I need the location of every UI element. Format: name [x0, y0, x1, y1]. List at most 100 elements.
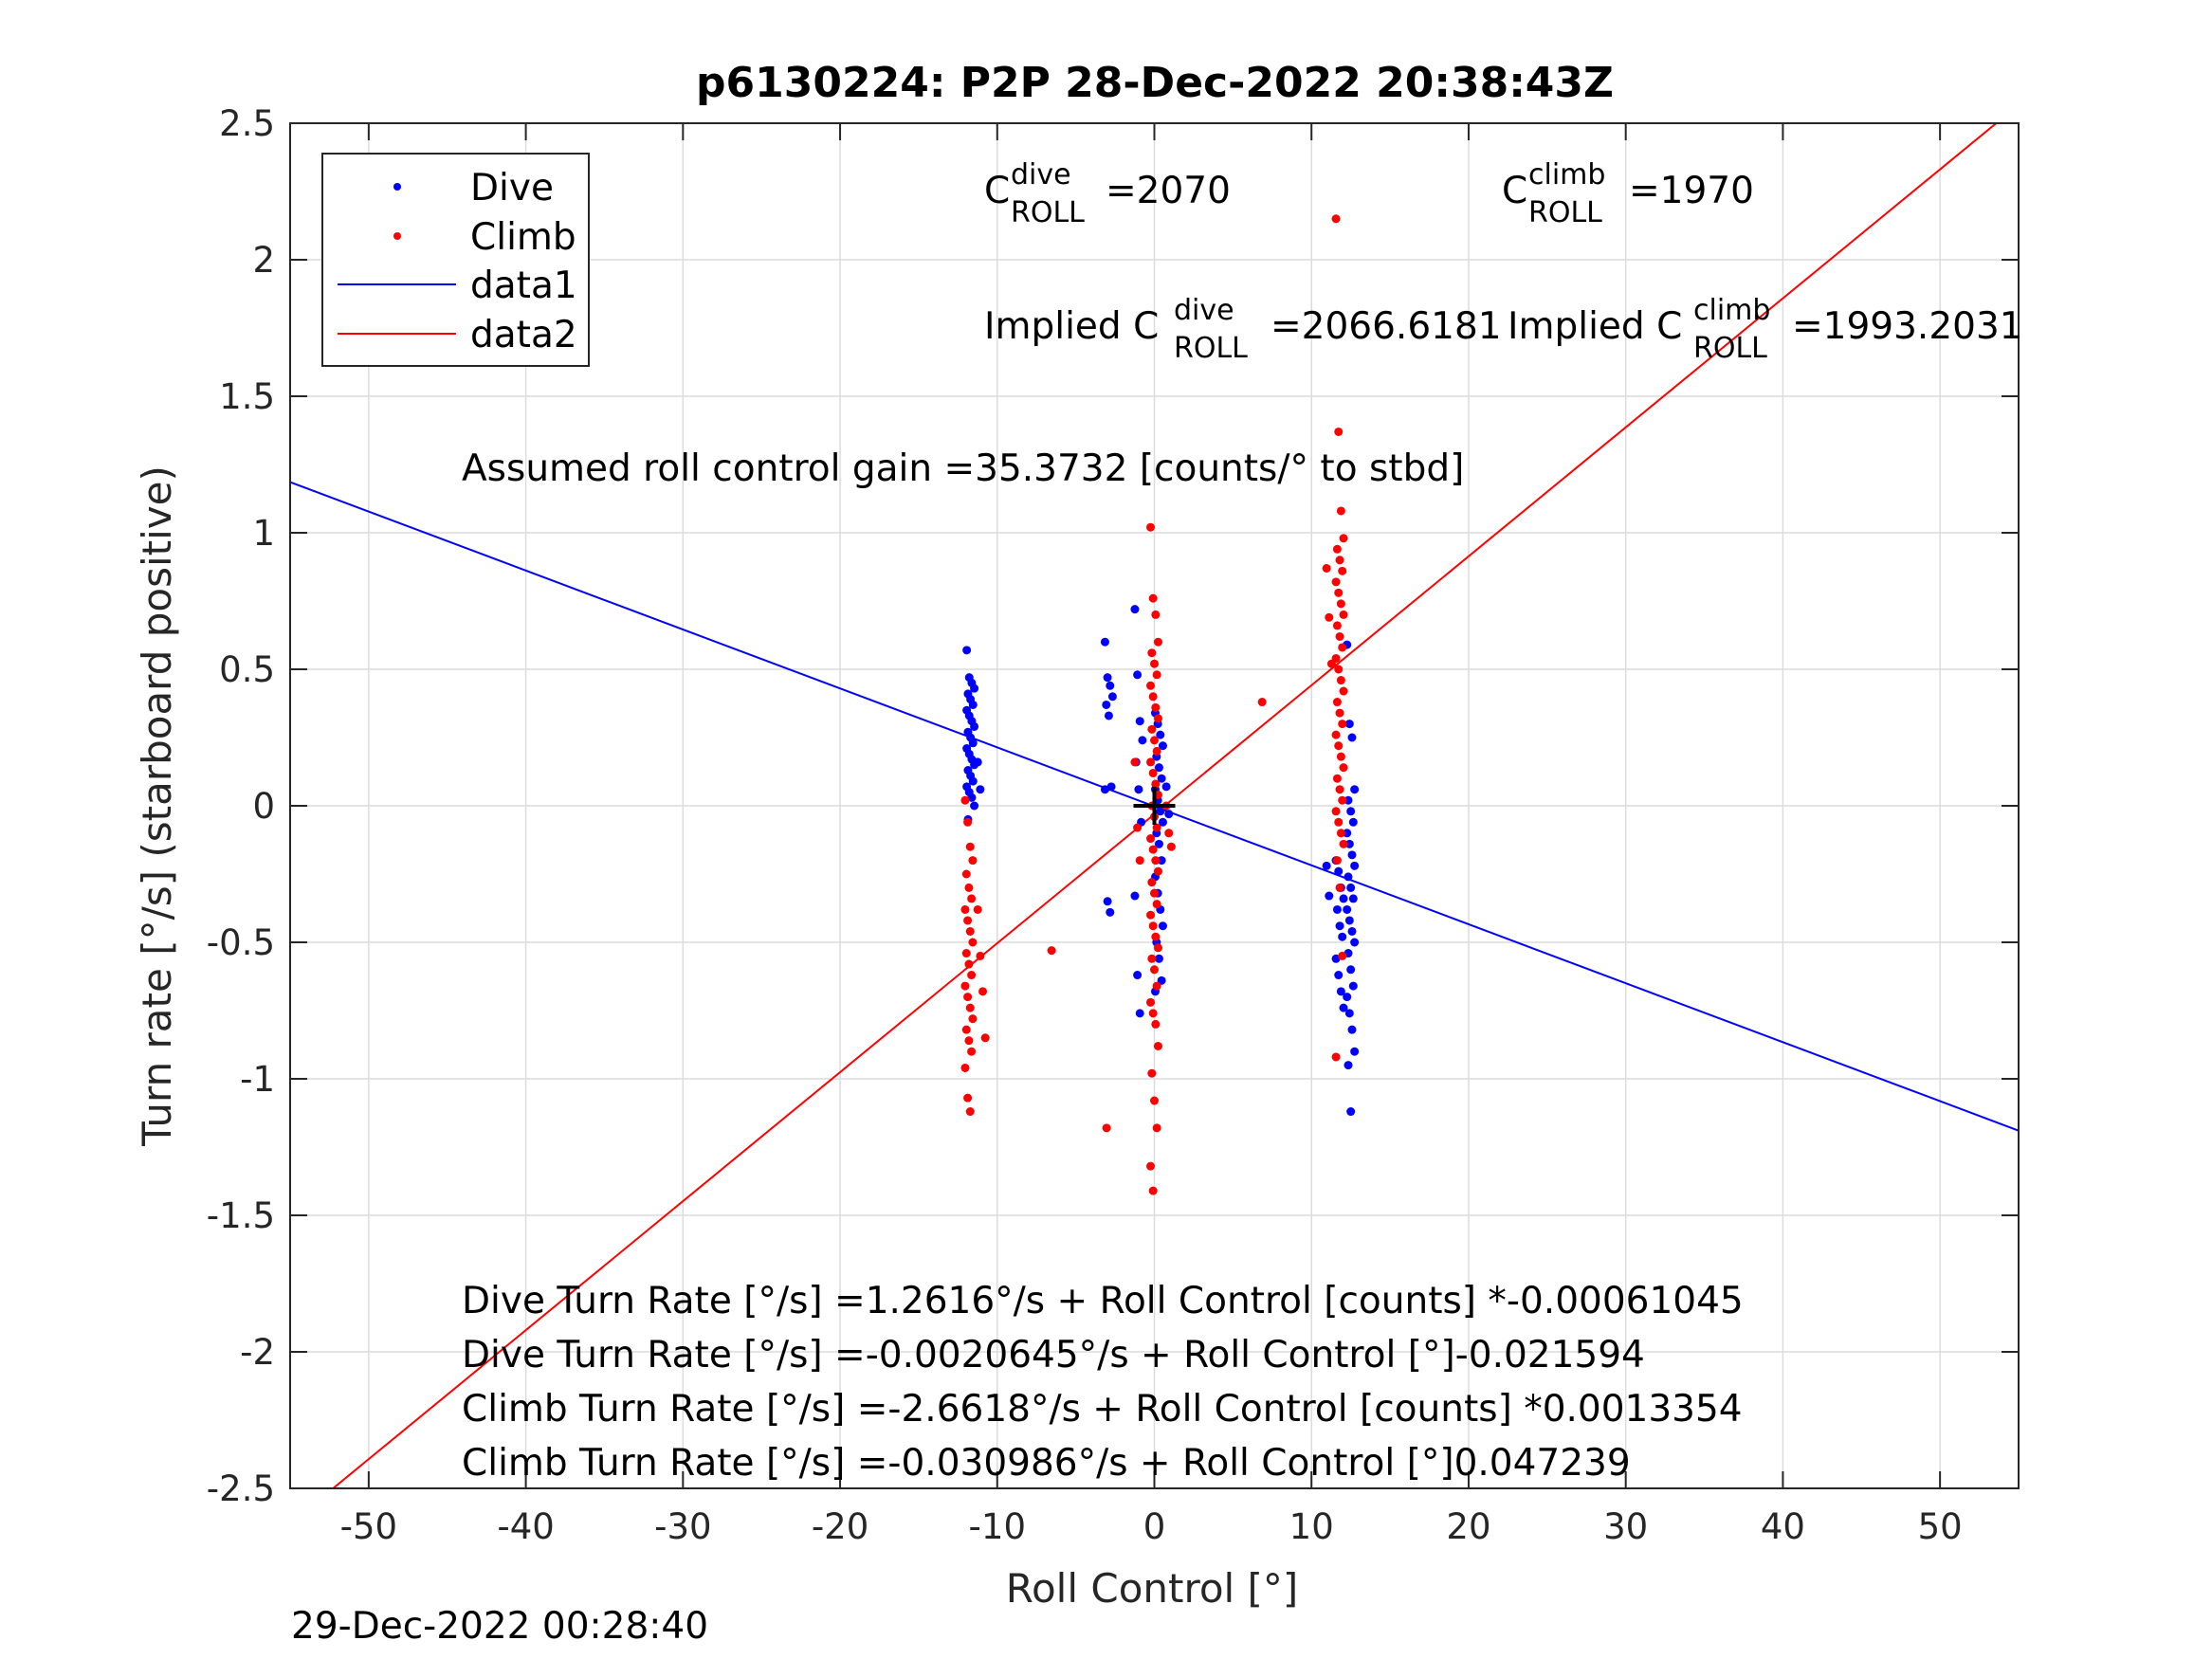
y-tick-label: 2 [252, 240, 275, 281]
dive-point [1343, 829, 1352, 838]
dive-point [1344, 1061, 1353, 1070]
climb-point [1148, 1009, 1158, 1018]
dive-point [1102, 700, 1111, 709]
svg-text:ROLL: ROLL [1174, 332, 1248, 365]
climb-point [965, 842, 975, 851]
dive-point [1106, 907, 1115, 917]
climb-point [1146, 910, 1156, 920]
climb-point [1146, 681, 1156, 690]
climb-point [1152, 746, 1161, 756]
climb-point [1148, 768, 1158, 777]
svg-text:=2066.6181: =2066.6181 [1271, 305, 1502, 348]
dive-point [1154, 763, 1163, 773]
x-tick-label: -40 [497, 1506, 554, 1547]
climb-point [1335, 708, 1344, 718]
climb-point [967, 1047, 977, 1056]
climb-point [1334, 427, 1344, 436]
climb-point [1334, 665, 1344, 674]
dive-point [1348, 894, 1358, 903]
climb-point [1146, 997, 1156, 1007]
equation-dive-counts: Dive Turn Rate [°/s] =1.2616°/s + Roll C… [462, 1280, 1744, 1322]
climb-point [964, 1036, 974, 1046]
dive-point [1350, 1047, 1360, 1056]
y-tick-label: 1 [252, 513, 275, 554]
y-tick-label: -2 [240, 1332, 275, 1373]
climb-point [1332, 856, 1342, 866]
climb-point [1334, 588, 1344, 597]
legend-data1: data1 [470, 264, 577, 307]
climb-point [1147, 724, 1157, 734]
dive-point [1348, 981, 1358, 991]
dive-point [1130, 891, 1140, 901]
climb-point [1332, 544, 1342, 554]
annotation-implied-dive: Implied C dive ROLL =2066.6181 [984, 294, 1502, 365]
dive-point [1346, 965, 1356, 975]
legend-dive-marker [393, 183, 401, 191]
dive-point [1332, 904, 1342, 914]
climb-point [1257, 698, 1267, 707]
climb-point [1339, 763, 1348, 773]
x-tick-label: -30 [654, 1506, 711, 1547]
dive-point [1347, 733, 1357, 742]
svg-text:dive: dive [1174, 294, 1234, 327]
climb-point [1331, 577, 1341, 587]
climb-point [1146, 757, 1156, 767]
y-tick-label: -2.5 [207, 1468, 275, 1509]
climb-point [1148, 845, 1158, 854]
climb-point [1150, 736, 1159, 745]
climb-point [965, 926, 975, 936]
dive-point [1100, 785, 1109, 794]
dive-point [1325, 891, 1334, 901]
dive-point [1161, 782, 1171, 792]
climb-point [1331, 730, 1341, 739]
dive-point [1107, 692, 1117, 702]
dive-point [970, 721, 979, 731]
x-tick-label: -50 [340, 1506, 397, 1547]
dive-point [967, 793, 977, 802]
dive-point [1164, 810, 1174, 819]
climb-point [1153, 1041, 1162, 1050]
x-tick-label: 10 [1289, 1506, 1334, 1547]
x-tick-label: 50 [1918, 1506, 1963, 1547]
dive-point [1343, 904, 1352, 914]
equation-climb-degrees: Climb Turn Rate [°/s] =-0.030986°/s + Ro… [462, 1442, 1631, 1485]
climb-point [964, 959, 974, 969]
climb-point [1338, 951, 1347, 960]
legend-dive: Dive [470, 167, 554, 210]
climb-point [1335, 631, 1344, 641]
dive-point [1339, 894, 1348, 903]
climb-point [1331, 214, 1341, 224]
climb-point [1152, 900, 1161, 909]
climb-point [1047, 946, 1056, 956]
climb-point [1164, 829, 1174, 838]
dive-point [968, 738, 978, 748]
climb-point [1336, 829, 1345, 838]
chart-title: p6130224: P2P 28-Dec-2022 20:38:43Z [696, 59, 1614, 107]
climb-point [961, 1025, 971, 1034]
climb-point [1153, 866, 1162, 876]
climb-point [1338, 795, 1347, 805]
y-tick-label: -0.5 [207, 922, 275, 963]
climb-point [978, 987, 988, 996]
climb-point [1335, 785, 1344, 794]
equation-dive-degrees: Dive Turn Rate [°/s] =-0.0020645°/s + Ro… [462, 1334, 1645, 1376]
climb-point [1153, 637, 1162, 647]
dive-point [1100, 637, 1109, 647]
dive-point [1344, 795, 1353, 805]
dive-point [1133, 971, 1143, 980]
climb-point [1151, 1019, 1161, 1029]
dive-point [1346, 807, 1356, 816]
svg-text:ROLL: ROLL [1528, 196, 1602, 229]
dive-point [1154, 839, 1163, 848]
climb-point [973, 904, 982, 914]
dive-point [1156, 807, 1165, 816]
dive-point [1336, 987, 1345, 996]
climb-point [1151, 702, 1161, 712]
svg-text:=1993.2031: =1993.2031 [1792, 305, 2023, 348]
climb-point [1332, 698, 1342, 707]
x-tick-label: 20 [1446, 1506, 1490, 1547]
dive-point [1133, 670, 1143, 680]
climb-point [1151, 610, 1161, 619]
svg-text:Implied C: Implied C [984, 305, 1159, 348]
dive-point [976, 785, 985, 794]
